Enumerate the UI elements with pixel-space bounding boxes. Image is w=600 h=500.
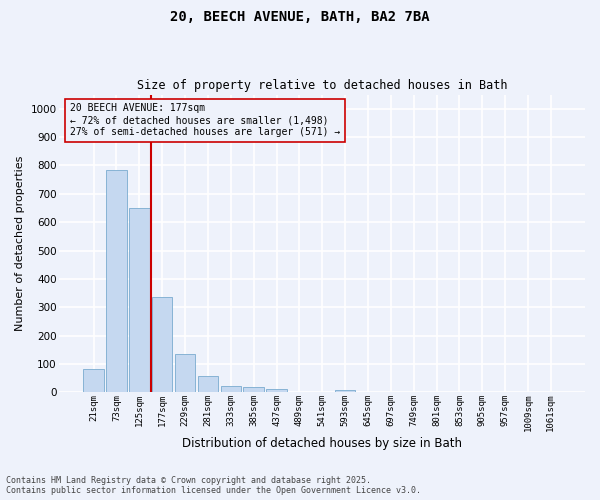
Bar [106,170,127,392]
Bar [152,298,172,392]
Text: 20, BEECH AVENUE, BATH, BA2 7BA: 20, BEECH AVENUE, BATH, BA2 7BA [170,10,430,24]
Text: Contains HM Land Registry data © Crown copyright and database right 2025.
Contai: Contains HM Land Registry data © Crown c… [6,476,421,495]
Bar [221,386,241,392]
Bar [83,369,104,392]
Title: Size of property relative to detached houses in Bath: Size of property relative to detached ho… [137,79,508,92]
Bar [266,390,287,392]
Y-axis label: Number of detached properties: Number of detached properties [15,156,25,331]
Bar [175,354,196,393]
Bar [197,376,218,392]
X-axis label: Distribution of detached houses by size in Bath: Distribution of detached houses by size … [182,437,462,450]
Bar [244,387,264,392]
Bar [129,208,149,392]
Bar [335,390,355,392]
Text: 20 BEECH AVENUE: 177sqm
← 72% of detached houses are smaller (1,498)
27% of semi: 20 BEECH AVENUE: 177sqm ← 72% of detache… [70,104,340,136]
